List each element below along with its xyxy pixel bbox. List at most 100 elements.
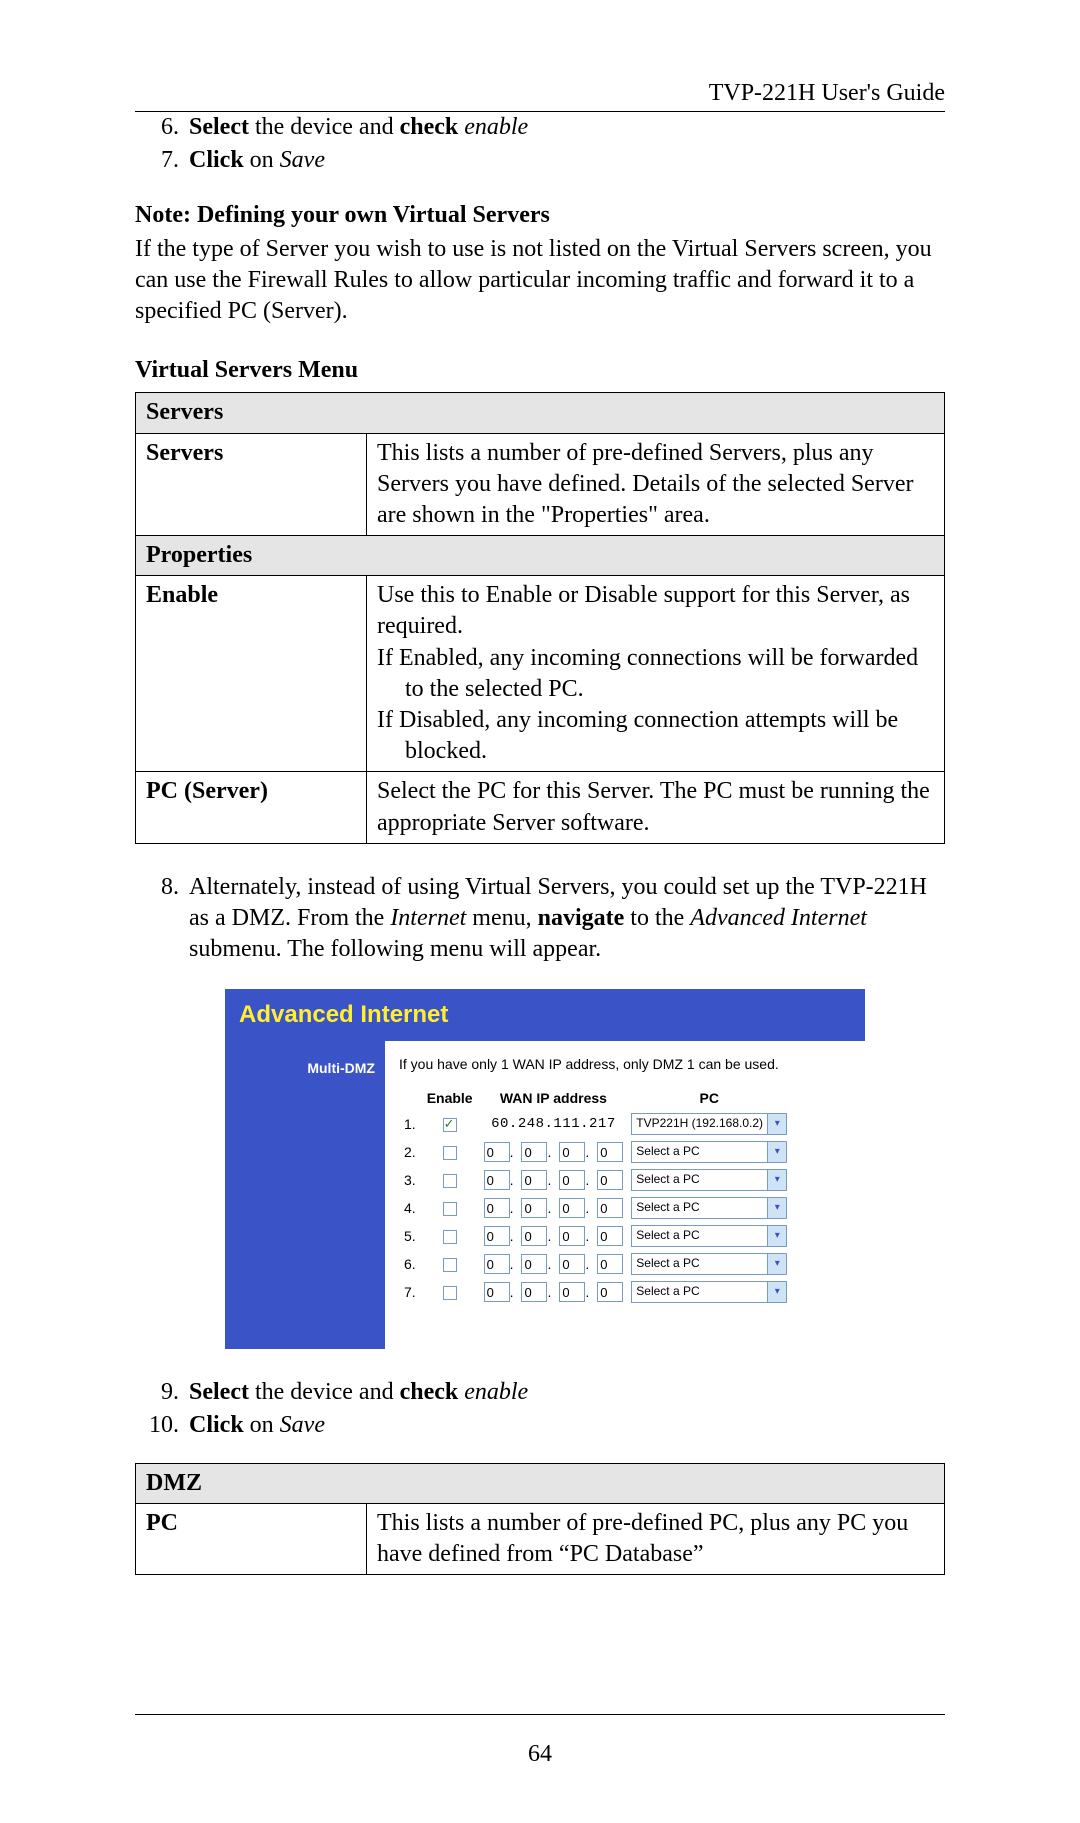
chevron-down-icon: ▾ bbox=[767, 1170, 786, 1190]
ip-octet-input[interactable]: 0 bbox=[521, 1226, 547, 1246]
enable-checkbox[interactable] bbox=[443, 1174, 457, 1188]
list-number: 7. bbox=[135, 145, 189, 176]
ui-sidebar: Multi-DMZ bbox=[225, 1041, 385, 1349]
table2-row-pc-val: This lists a number of pre-defined PC, p… bbox=[367, 1504, 945, 1575]
enable-checkbox[interactable] bbox=[443, 1286, 457, 1300]
col-pc: PC bbox=[628, 1087, 790, 1109]
ip-octet-input[interactable]: 0 bbox=[559, 1142, 585, 1162]
ip-octet-input[interactable]: 0 bbox=[559, 1226, 585, 1246]
ip-dot: . bbox=[547, 1172, 551, 1188]
list-number: 8. bbox=[135, 872, 189, 966]
ip-octet-input[interactable]: 0 bbox=[559, 1282, 585, 1302]
ip-dot: . bbox=[547, 1144, 551, 1160]
table1-row-servers-val: This lists a number of pre-defined Serve… bbox=[367, 433, 945, 536]
enable-checkbox[interactable] bbox=[443, 1202, 457, 1216]
dmz-row: 3.0.0.0.0Select a PC▾ bbox=[401, 1167, 790, 1193]
ui-main-panel: If you have only 1 WAN IP address, only … bbox=[385, 1041, 865, 1349]
page-number: 64 bbox=[135, 1741, 945, 1768]
dmz-row: 1.60.248.111.217TVP221H (192.168.0.2)▾ bbox=[401, 1111, 790, 1137]
dmz-grid: Enable WAN IP address PC 1.60.248.111.21… bbox=[399, 1085, 792, 1307]
enable-checkbox[interactable] bbox=[443, 1230, 457, 1244]
pc-select-value: Select a PC bbox=[632, 1284, 767, 1300]
list-content: Select the device and check enable bbox=[189, 1377, 945, 1408]
ip-dot: . bbox=[547, 1228, 551, 1244]
list-item: 6.Select the device and check enable bbox=[135, 112, 945, 143]
table1-row-pcserver-val: Select the PC for this Server. The PC mu… bbox=[367, 772, 945, 843]
ip-dot: . bbox=[585, 1256, 589, 1272]
list-item-8: 8. Alternately, instead of using Virtual… bbox=[135, 872, 945, 966]
ip-dot: . bbox=[510, 1228, 514, 1244]
pc-select-dropdown[interactable]: Select a PC▾ bbox=[631, 1141, 787, 1163]
ip-octet-input[interactable]: 0 bbox=[521, 1170, 547, 1190]
ip-octet-input[interactable]: 0 bbox=[521, 1254, 547, 1274]
list-content: Click on Save bbox=[189, 145, 945, 176]
ip-octet-input[interactable]: 0 bbox=[597, 1142, 623, 1162]
table1-row-servers-key: Servers bbox=[136, 433, 367, 536]
dmz-table: DMZ PC This lists a number of pre-define… bbox=[135, 1463, 945, 1576]
ip-octet-input[interactable]: 0 bbox=[521, 1198, 547, 1218]
chevron-down-icon: ▾ bbox=[767, 1114, 786, 1134]
enable-checkbox[interactable] bbox=[443, 1146, 457, 1160]
ip-octet-input[interactable]: 0 bbox=[484, 1170, 510, 1190]
ip-dot: . bbox=[585, 1200, 589, 1216]
table1-row-enable-key: Enable bbox=[136, 576, 367, 772]
enable-checkbox[interactable] bbox=[443, 1258, 457, 1272]
list-content: Alternately, instead of using Virtual Se… bbox=[189, 872, 945, 966]
ip-octet-input[interactable]: 0 bbox=[597, 1170, 623, 1190]
dmz-row: 2.0.0.0.0Select a PC▾ bbox=[401, 1139, 790, 1165]
ip-dot: . bbox=[510, 1144, 514, 1160]
ip-octet-input[interactable]: 0 bbox=[521, 1142, 547, 1162]
ip-dot: . bbox=[585, 1284, 589, 1300]
list-item: 10.Click on Save bbox=[135, 1410, 945, 1441]
virtual-servers-table: Servers Servers This lists a number of p… bbox=[135, 392, 945, 843]
list-number: 9. bbox=[135, 1377, 189, 1408]
ip-dot: . bbox=[510, 1172, 514, 1188]
ip-octet-input[interactable]: 0 bbox=[484, 1226, 510, 1246]
row-number: 3. bbox=[401, 1167, 419, 1193]
dmz-row: 6.0.0.0.0Select a PC▾ bbox=[401, 1251, 790, 1277]
ip-dot: . bbox=[547, 1284, 551, 1300]
list-content: Select the device and check enable bbox=[189, 112, 945, 143]
ip-octet-input[interactable]: 0 bbox=[597, 1226, 623, 1246]
ip-octet-input[interactable]: 0 bbox=[521, 1282, 547, 1302]
pc-select-dropdown[interactable]: Select a PC▾ bbox=[631, 1281, 787, 1303]
row-number: 6. bbox=[401, 1251, 419, 1277]
dmz-row: 4.0.0.0.0Select a PC▾ bbox=[401, 1195, 790, 1221]
pc-select-dropdown[interactable]: Select a PC▾ bbox=[631, 1253, 787, 1275]
table1-section-servers: Servers bbox=[136, 393, 945, 433]
ip-octet-input[interactable]: 0 bbox=[559, 1170, 585, 1190]
pc-select-value: TVP221H (192.168.0.2) bbox=[632, 1116, 767, 1132]
ip-octet-input[interactable]: 0 bbox=[484, 1282, 510, 1302]
ip-octet-input[interactable]: 0 bbox=[597, 1198, 623, 1218]
pc-select-dropdown[interactable]: Select a PC▾ bbox=[631, 1169, 787, 1191]
table2-section: DMZ bbox=[136, 1463, 945, 1503]
chevron-down-icon: ▾ bbox=[767, 1254, 786, 1274]
chevron-down-icon: ▾ bbox=[767, 1198, 786, 1218]
dmz-row: 7.0.0.0.0Select a PC▾ bbox=[401, 1279, 790, 1305]
document-page: TVP-221H User's Guide 6.Select the devic… bbox=[0, 0, 1080, 1823]
ip-octet-input[interactable]: 0 bbox=[484, 1254, 510, 1274]
row-number: 4. bbox=[401, 1195, 419, 1221]
table2-row-pc-key: PC bbox=[136, 1504, 367, 1575]
list-item: 9.Select the device and check enable bbox=[135, 1377, 945, 1408]
enable-checkbox[interactable] bbox=[443, 1118, 457, 1132]
ip-dot: . bbox=[547, 1256, 551, 1272]
table1-row-pcserver-key: PC (Server) bbox=[136, 772, 367, 843]
ip-octet-input[interactable]: 0 bbox=[559, 1254, 585, 1274]
ip-octet-input[interactable]: 0 bbox=[597, 1254, 623, 1274]
pc-select-dropdown[interactable]: Select a PC▾ bbox=[631, 1197, 787, 1219]
ip-octet-input[interactable]: 0 bbox=[597, 1282, 623, 1302]
note-heading: Note: Defining your own Virtual Servers bbox=[135, 200, 945, 231]
ip-octet-input[interactable]: 0 bbox=[484, 1142, 510, 1162]
note-body: If the type of Server you wish to use is… bbox=[135, 234, 945, 328]
ip-dot: . bbox=[585, 1172, 589, 1188]
chevron-down-icon: ▾ bbox=[767, 1226, 786, 1246]
ip-dot: . bbox=[585, 1144, 589, 1160]
pc-select-value: Select a PC bbox=[632, 1172, 767, 1188]
list-number: 6. bbox=[135, 112, 189, 143]
ip-octet-input[interactable]: 0 bbox=[484, 1198, 510, 1218]
dmz-row: 5.0.0.0.0Select a PC▾ bbox=[401, 1223, 790, 1249]
pc-select-dropdown[interactable]: Select a PC▾ bbox=[631, 1225, 787, 1247]
pc-select-dropdown[interactable]: TVP221H (192.168.0.2)▾ bbox=[631, 1113, 787, 1135]
ip-octet-input[interactable]: 0 bbox=[559, 1198, 585, 1218]
